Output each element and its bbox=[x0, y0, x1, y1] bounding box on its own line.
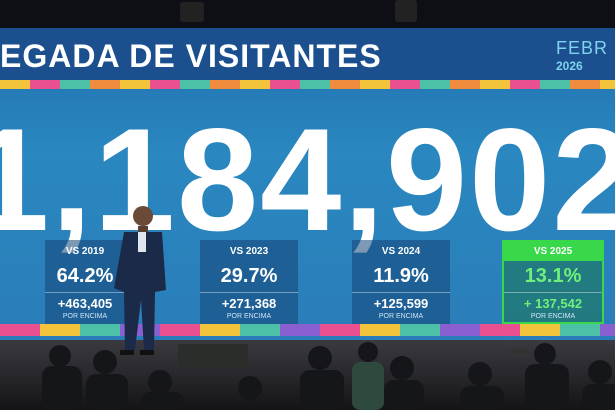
card-label: VS 2024 bbox=[381, 246, 421, 257]
card-label: VS 2023 bbox=[229, 246, 269, 257]
card-note: POR ENCIMA bbox=[62, 313, 108, 320]
stat-card: VS 2023 29.7% +271,368 POR ENCIMA bbox=[200, 240, 298, 324]
stat-card: VS 2025 13.1% + 137,542 POR ENCIMA bbox=[502, 240, 604, 324]
card-label: VS 2025 bbox=[504, 242, 602, 261]
card-note: POR ENCIMA bbox=[378, 313, 424, 320]
card-percent: 13.1% bbox=[524, 265, 582, 287]
title-bar: EGADA DE VISITANTES FEBR 2026 bbox=[0, 28, 615, 80]
card-note: POR ENCIMA bbox=[530, 313, 576, 320]
stat-card: VS 2024 11.9% +125,599 POR ENCIMA bbox=[352, 240, 450, 324]
decor-stripe bbox=[0, 80, 615, 89]
card-percent: 64.2% bbox=[56, 265, 114, 287]
card-percent: 29.7% bbox=[220, 265, 278, 287]
visitor-total: 1,184,902 bbox=[0, 98, 615, 261]
card-delta: +125,599 bbox=[352, 292, 450, 311]
audience bbox=[42, 342, 615, 410]
stage-monitor bbox=[178, 344, 248, 368]
stage-light bbox=[395, 0, 417, 22]
card-delta: +271,368 bbox=[200, 292, 298, 311]
led-screen: EGADA DE VISITANTES FEBR 2026 1,184,902 … bbox=[0, 28, 615, 340]
stage-light bbox=[180, 2, 204, 22]
card-delta: + 137,542 bbox=[504, 292, 602, 311]
card-label: VS 2019 bbox=[65, 246, 105, 257]
card-note: POR ENCIMA bbox=[226, 313, 272, 320]
year: 2026 bbox=[556, 59, 583, 73]
card-percent: 11.9% bbox=[373, 265, 429, 287]
screen-title: EGADA DE VISITANTES bbox=[0, 38, 382, 74]
stat-card: VS 2019 64.2% +463,405 POR ENCIMA bbox=[45, 240, 125, 324]
card-delta: +463,405 bbox=[45, 292, 125, 311]
speaker bbox=[114, 206, 166, 355]
month: FEBR bbox=[556, 38, 609, 58]
